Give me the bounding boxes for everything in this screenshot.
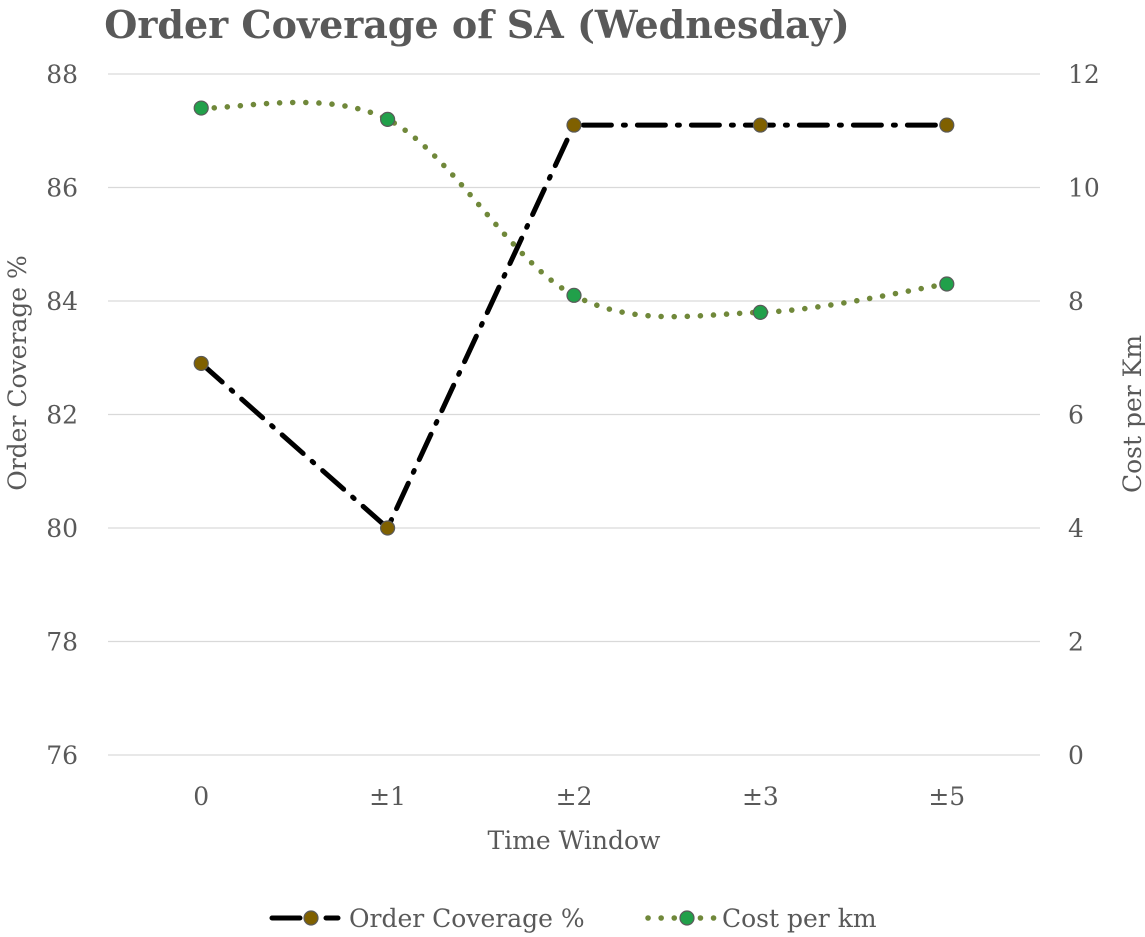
series-line-cost — [198, 99, 950, 320]
legend-swatch-marker — [679, 910, 695, 926]
legend-label: Order Coverage % — [349, 904, 585, 933]
data-point — [566, 287, 582, 303]
x-tick-label: ±3 — [742, 782, 779, 811]
y2-tick-label: 10 — [1068, 174, 1100, 203]
y-axis-title: Order Coverage % — [3, 255, 32, 491]
data-point — [566, 117, 582, 133]
x-tick-label: ±2 — [556, 782, 593, 811]
x-tick-label: ±5 — [928, 782, 965, 811]
y2-tick-label: 4 — [1068, 514, 1084, 543]
y2-axis-title: Cost per Km — [1118, 335, 1145, 493]
y2-tick-label: 6 — [1068, 401, 1084, 430]
y2-tick-label: 12 — [1068, 60, 1100, 89]
y-tick-label: 84 — [46, 287, 78, 316]
left-axis-ticks: 76 78 80 82 84 86 88 — [46, 60, 78, 770]
legend: Order Coverage % Cost per km — [269, 904, 877, 933]
y2-tick-label: 8 — [1068, 287, 1084, 316]
y-tick-label: 82 — [46, 401, 78, 430]
y2-tick-label: 0 — [1068, 741, 1084, 770]
data-point — [939, 117, 955, 133]
series-group — [193, 99, 955, 536]
y-tick-label: 86 — [46, 174, 78, 203]
legend-label: Cost per km — [722, 904, 877, 933]
data-point — [752, 304, 769, 320]
right-axis-ticks: 0 2 4 6 8 10 12 — [1068, 60, 1100, 770]
series-line-coverage — [198, 122, 950, 533]
x-tick-label: ±1 — [369, 782, 406, 811]
data-point — [380, 520, 396, 536]
y-tick-label: 80 — [46, 514, 78, 543]
legend-item: Order Coverage % — [269, 904, 585, 933]
legend-item: Cost per km — [645, 904, 877, 933]
data-point — [193, 100, 209, 116]
chart-title: Order Coverage of SA (Wednesday) — [104, 2, 849, 47]
data-point — [752, 117, 769, 133]
x-axis-ticks: 0 ±1 ±2 ±3 ±5 — [193, 782, 965, 811]
x-tick-label: 0 — [193, 782, 209, 811]
legend-swatch-marker — [303, 910, 319, 926]
x-axis-title: Time Window — [488, 826, 662, 855]
gridlines — [108, 73, 1040, 756]
data-point — [193, 355, 209, 372]
y-tick-label: 88 — [46, 60, 78, 89]
data-point — [939, 276, 955, 292]
y-tick-label: 76 — [46, 741, 78, 770]
y2-tick-label: 2 — [1068, 628, 1084, 657]
y-tick-label: 78 — [46, 628, 78, 657]
data-point — [380, 111, 396, 128]
